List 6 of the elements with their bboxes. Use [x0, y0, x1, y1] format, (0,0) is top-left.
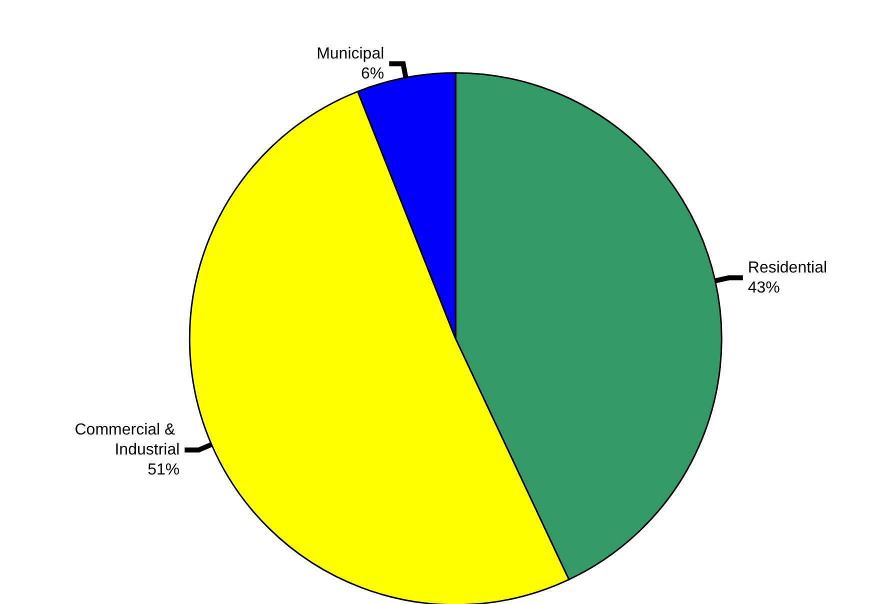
data-label: 51% [148, 462, 180, 479]
data-label: 6% [361, 65, 384, 82]
slice-label: Municipal [316, 45, 384, 62]
slice-label: Residential [748, 259, 828, 276]
slice-label: Commercial & Industrial [74, 422, 180, 459]
data-label: 43% [748, 279, 780, 296]
